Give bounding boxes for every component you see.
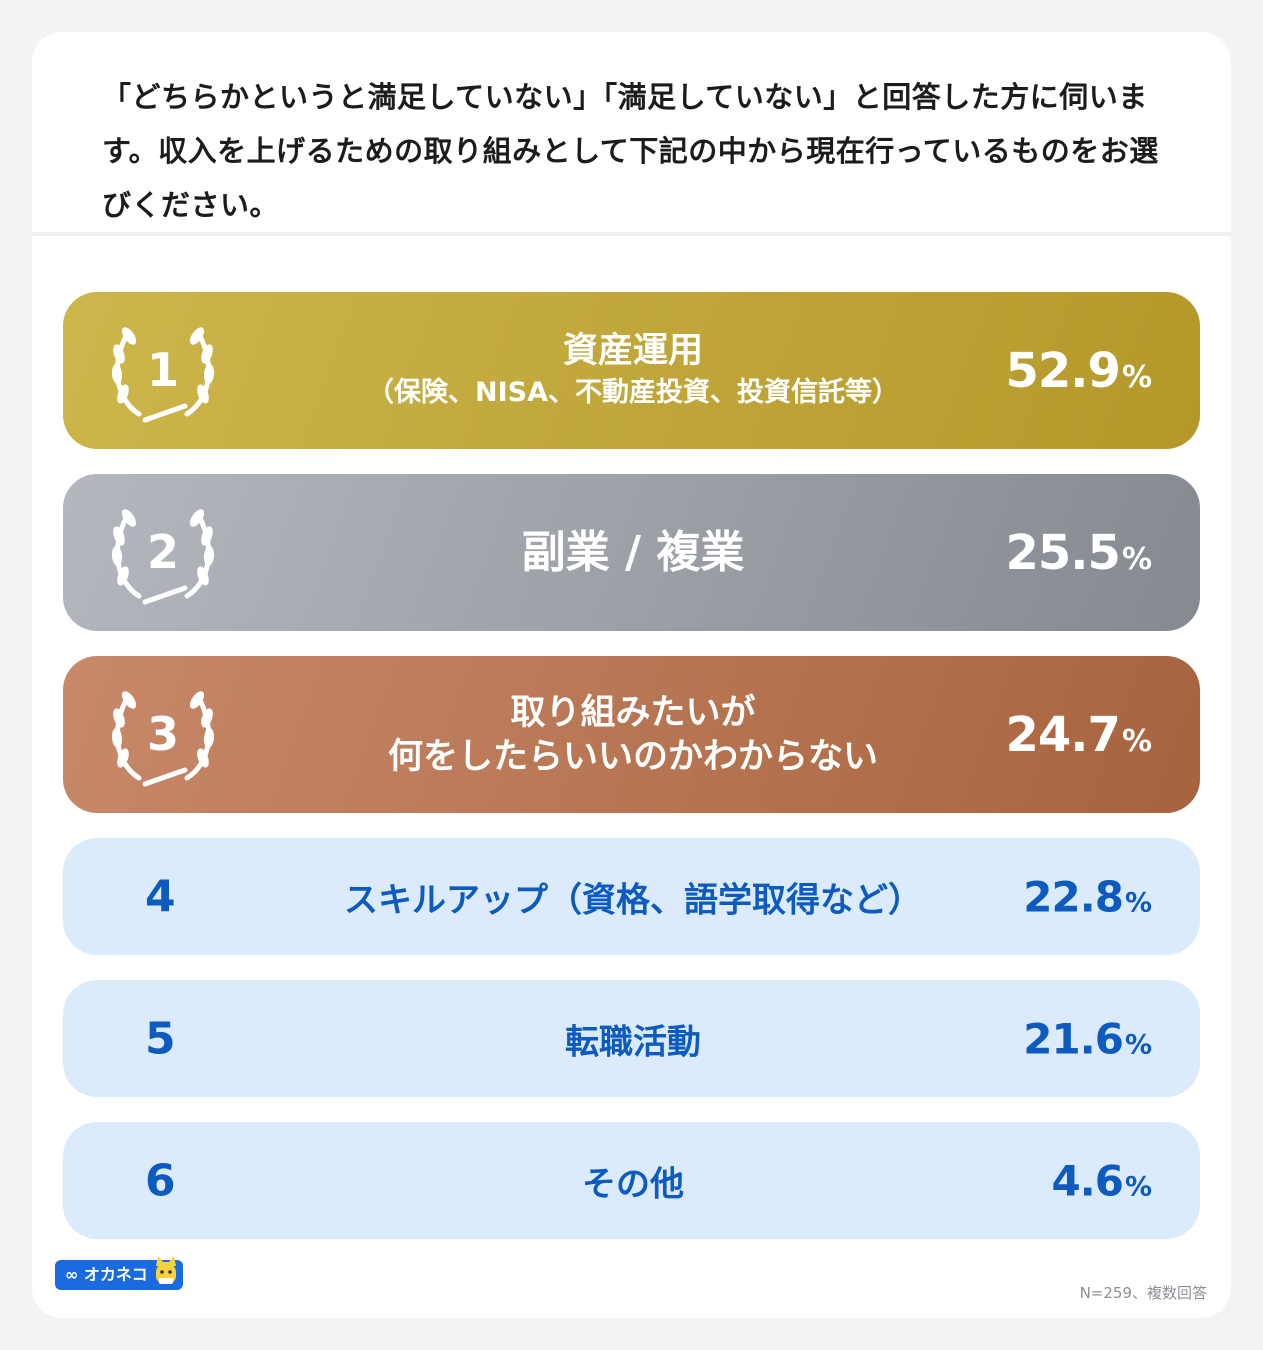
rank-row-3: 3 取り組みたいが 何をしたらいいのかわからない 24.7% <box>63 656 1200 813</box>
laurel-wreath-icon: 3 <box>105 678 221 790</box>
percent-sign: % <box>1121 359 1152 395</box>
percentage: 52.9% <box>1006 343 1153 399</box>
survey-card: 「どちらかというと満足していない」「満足していない」と回答した方に伺います。収入… <box>32 32 1231 1318</box>
label-line-2: 何をしたらいいのかわからない <box>387 736 878 777</box>
cat-mascot-icon <box>156 1256 176 1284</box>
laurel-wreath-icon: 1 <box>105 314 221 426</box>
item-label: その他 <box>582 1164 684 1204</box>
label-sub: （保険、NISA、不動産投資、投資信託等） <box>367 376 899 408</box>
percent-sign: % <box>1121 723 1152 759</box>
rank-number: 2 <box>147 525 179 579</box>
rank-row-1: 1 資産運用 （保険、NISA、不動産投資、投資信託等） 52.9% <box>63 292 1200 449</box>
rank-number: 3 <box>147 707 179 761</box>
item-label: 資産運用 （保険、NISA、不動産投資、投資信託等） <box>303 329 963 413</box>
okaneko-logo: ∞ オカネコ <box>55 1256 183 1290</box>
percentage-value: 22.8 <box>1023 872 1124 921</box>
item-label: 副業 / 複業 <box>521 526 745 578</box>
percent-sign: % <box>1121 541 1152 577</box>
rank-row-6: 6 その他 4.6% <box>63 1122 1200 1239</box>
rank-row-4: 4 スキルアップ（資格、語学取得など） 22.8% <box>63 838 1200 955</box>
percentage-value: 25.5 <box>1005 524 1121 581</box>
label-line-1: 取り組みたいが <box>510 692 756 733</box>
percentage: 21.6% <box>1023 1014 1152 1063</box>
percentage: 24.7% <box>1006 707 1153 763</box>
rank-row-5: 5 転職活動 21.6% <box>63 980 1200 1097</box>
rank-row-2: 2 副業 / 複業 25.5% <box>63 474 1200 631</box>
rank-number: 4 <box>145 871 176 922</box>
logo-text: オカネコ <box>83 1265 148 1284</box>
laurel-wreath-icon: 2 <box>105 496 221 608</box>
percentage-value: 52.9 <box>1005 342 1121 399</box>
percentage-value: 24.7 <box>1005 706 1121 763</box>
rank-number: 1 <box>147 343 179 397</box>
percentage: 25.5% <box>1006 525 1153 581</box>
percent-sign: % <box>1124 1171 1152 1202</box>
percent-sign: % <box>1124 887 1152 918</box>
rank-number: 5 <box>145 1013 176 1064</box>
item-label: 取り組みたいが 何をしたらいいのかわからない <box>303 691 963 779</box>
item-label: スキルアップ（資格、語学取得など） <box>344 880 922 920</box>
percentage-value: 4.6 <box>1051 1156 1124 1205</box>
percent-sign: % <box>1124 1029 1152 1060</box>
percentage: 22.8% <box>1023 872 1152 921</box>
rank-number: 6 <box>145 1155 176 1206</box>
sample-size-note: N=259、複数回答 <box>1079 1284 1207 1302</box>
item-label: 転職活動 <box>565 1022 701 1062</box>
header-divider <box>32 232 1231 236</box>
label-main: 資産運用 <box>562 330 703 371</box>
question-text: 「どちらかというと満足していない」「満足していない」と回答した方に伺います。収入… <box>102 80 1159 222</box>
percentage-value: 21.6 <box>1023 1014 1124 1063</box>
logo-infinity-icon: ∞ <box>65 1265 84 1284</box>
percentage: 4.6% <box>1052 1156 1152 1205</box>
